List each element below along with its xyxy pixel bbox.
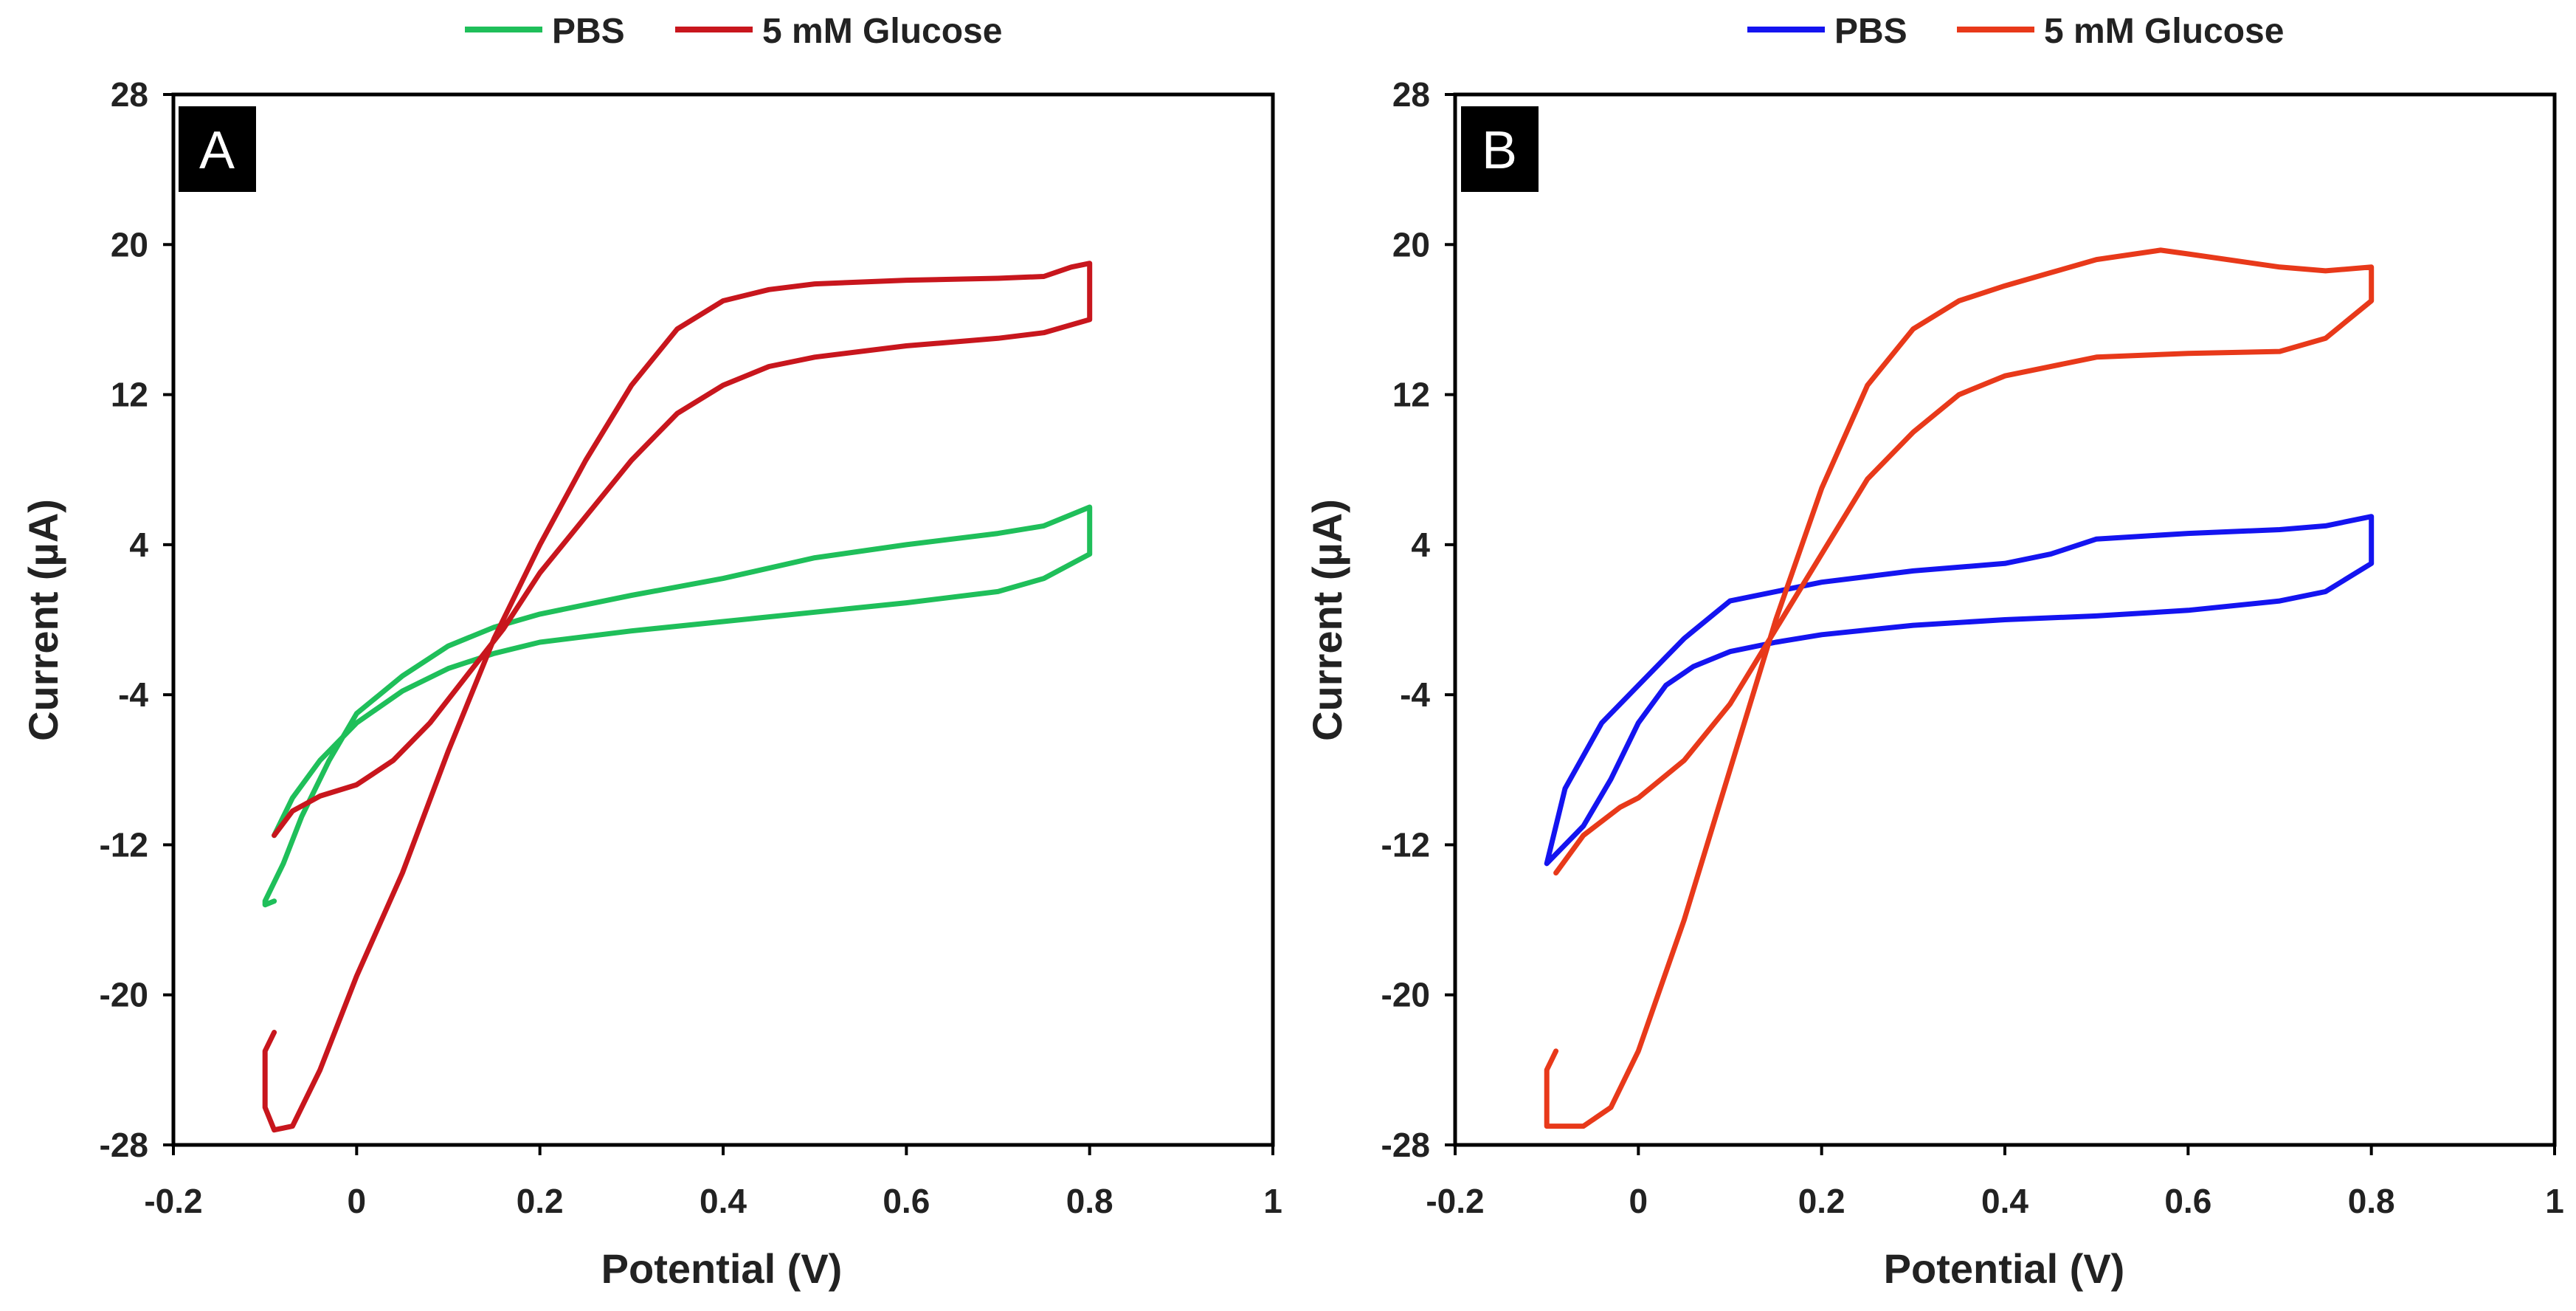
y-tick-label: 20 <box>1392 225 1430 264</box>
x-tick-label: -0.2 <box>144 1182 202 1220</box>
legend: PBS 5 mM Glucose <box>465 12 1002 51</box>
panel-label: B <box>1482 121 1517 180</box>
y-tick-label: 20 <box>111 225 148 264</box>
x-tick-label: 0.6 <box>2164 1182 2211 1220</box>
panel-label: A <box>199 121 235 180</box>
y-axis-label: Current (µA) <box>20 499 66 741</box>
y-tick-label: -20 <box>100 976 148 1014</box>
legend: PBS 5 mM Glucose <box>1747 12 2284 51</box>
legend-label-pbs: PBS <box>552 12 625 51</box>
y-tick-label: -28 <box>1381 1126 1430 1164</box>
y-tick-label: 28 <box>1392 75 1430 114</box>
plot-curves <box>1544 247 2375 1129</box>
y-tick-label: 4 <box>129 526 148 564</box>
y-tick-label: 12 <box>111 376 148 414</box>
series-line-5-mm-glucose <box>1544 247 2375 1129</box>
x-tick-label: 0.2 <box>1798 1182 1845 1220</box>
plot-curves <box>262 261 1093 1133</box>
x-tick-label: 0.4 <box>700 1182 747 1220</box>
y-tick-label: 28 <box>111 75 148 114</box>
plot-frame <box>171 92 1275 1147</box>
x-tick-label: 0 <box>1629 1182 1648 1220</box>
x-tick-label: -0.2 <box>1426 1182 1484 1220</box>
x-tick-label: 0.8 <box>1066 1182 1113 1220</box>
chart-panel-a: PBS 5 mM Glucose -0.2 0 0.2 0.4 0.6 0.8 1 -28 -2… <box>20 12 1282 1292</box>
y-tick-label: 4 <box>1411 526 1430 564</box>
x-tick-label: 0.4 <box>1981 1182 2028 1220</box>
panel-label-box <box>1461 106 1539 192</box>
x-tick-label: 0.6 <box>883 1182 930 1220</box>
x-tick-label: 0.8 <box>2348 1182 2395 1220</box>
x-tick-label: 0.2 <box>517 1182 564 1220</box>
x-axis-label: Potential (V) <box>1884 1245 2125 1292</box>
y-tick-label: 12 <box>1392 376 1430 414</box>
y-tick-label: -20 <box>1381 976 1430 1014</box>
legend-label-glucose: 5 mM Glucose <box>2044 12 2284 51</box>
x-tick-label: 1 <box>1263 1182 1282 1220</box>
y-tick-label: -12 <box>1381 825 1430 864</box>
panel-label-box <box>179 106 256 192</box>
y-tick-label: -4 <box>118 675 148 714</box>
series-line-5-mm-glucose <box>262 261 1093 1133</box>
y-axis-label: Current (µA) <box>1304 499 1350 741</box>
axis-ticks: -0.2 0 0.2 0.4 0.6 0.8 1 -28 -20 -12 -4 4 12 20 28 <box>100 75 1282 1220</box>
x-tick-label: 0 <box>348 1182 367 1220</box>
axis-ticks: -0.2 0 0.2 0.4 0.6 0.8 1 -28 -20 -12 -4 4 12 20 28 <box>1381 75 2564 1220</box>
legend-label-glucose: 5 mM Glucose <box>762 12 1002 51</box>
series-line-pbs <box>262 504 1093 908</box>
y-tick-label: -28 <box>100 1126 148 1164</box>
y-tick-label: -4 <box>1400 675 1430 714</box>
legend-label-pbs: PBS <box>1834 12 1907 51</box>
y-tick-label: -12 <box>100 825 148 864</box>
plot-frame <box>1453 92 2557 1147</box>
x-tick-label: 1 <box>2545 1182 2564 1220</box>
chart-panel-b: PBS 5 mM Glucose -0.2 0 0.2 0.4 0.6 0.8 1 -28 -2… <box>1304 12 2564 1292</box>
x-axis-label: Potential (V) <box>601 1245 843 1292</box>
series-line-pbs <box>1544 514 2375 867</box>
